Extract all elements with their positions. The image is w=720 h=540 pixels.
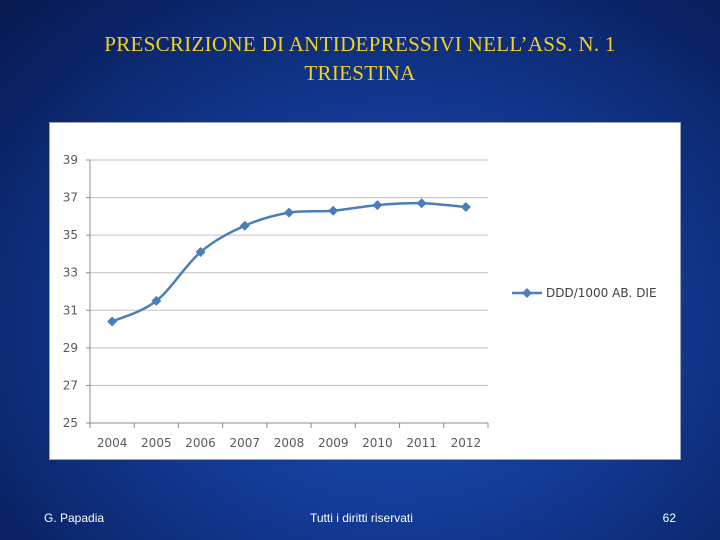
x-tick-labels: 2004 2005 2006 2007 2008 2009 2010 2011 2012 [97,436,481,450]
x-tick-label: 2011 [406,436,437,450]
data-point-marker [239,220,250,231]
legend-marker-swatch [522,288,532,298]
footer-author: G. Papadia [44,511,105,525]
legend-label: DDD/1000 AB. DIE [546,286,657,300]
x-tick-label: 2008 [274,436,305,450]
x-tick-label: 2007 [230,436,261,450]
data-point-marker [460,201,471,212]
data-point-marker [195,247,206,258]
y-tick-label: 35 [63,228,78,242]
y-tick-label: 39 [63,153,78,167]
chart-frame: 25 27 29 31 33 35 37 39 2004 2005 2006 2007 2008 200… [49,122,681,460]
x-tick-label: 2006 [185,436,216,450]
y-tick-label: 33 [63,266,78,280]
footer-rights: Tutti i diritti riservati [310,511,413,525]
data-point-marker [416,198,427,209]
data-point-marker [328,205,339,216]
data-point-marker [284,207,294,218]
series-line [111,201,466,323]
data-point-marker [107,316,118,327]
slide-title: PRESCRIZIONE DI ANTIDEPRESSIVI NELL’ASS.… [20,30,700,88]
y-tick-label: 37 [63,191,78,205]
chart-axes [86,159,489,428]
x-tick-label: 2012 [451,436,482,450]
x-tick-label: 2009 [318,436,349,450]
chart-legend: DDD/1000 AB. DIE [512,286,657,300]
gridlines [90,159,488,386]
data-point-marker [151,295,162,306]
x-tick-label: 2004 [97,436,128,450]
x-tick-label: 2005 [141,436,172,450]
slide-title-line-2: TRIESTINA [304,61,416,85]
y-tick-label: 29 [63,341,78,355]
series-layer [107,198,471,327]
y-tick-label: 25 [63,416,78,430]
footer-page-number: 62 [662,511,676,525]
y-tick-labels: 25 27 29 31 33 35 37 39 [63,153,78,430]
x-tick-label: 2010 [362,436,393,450]
data-point-marker [372,200,383,211]
y-tick-label: 31 [63,303,78,317]
slide-title-line-1: PRESCRIZIONE DI ANTIDEPRESSIVI NELL’ASS.… [104,32,616,56]
y-tick-label: 27 [63,378,78,392]
